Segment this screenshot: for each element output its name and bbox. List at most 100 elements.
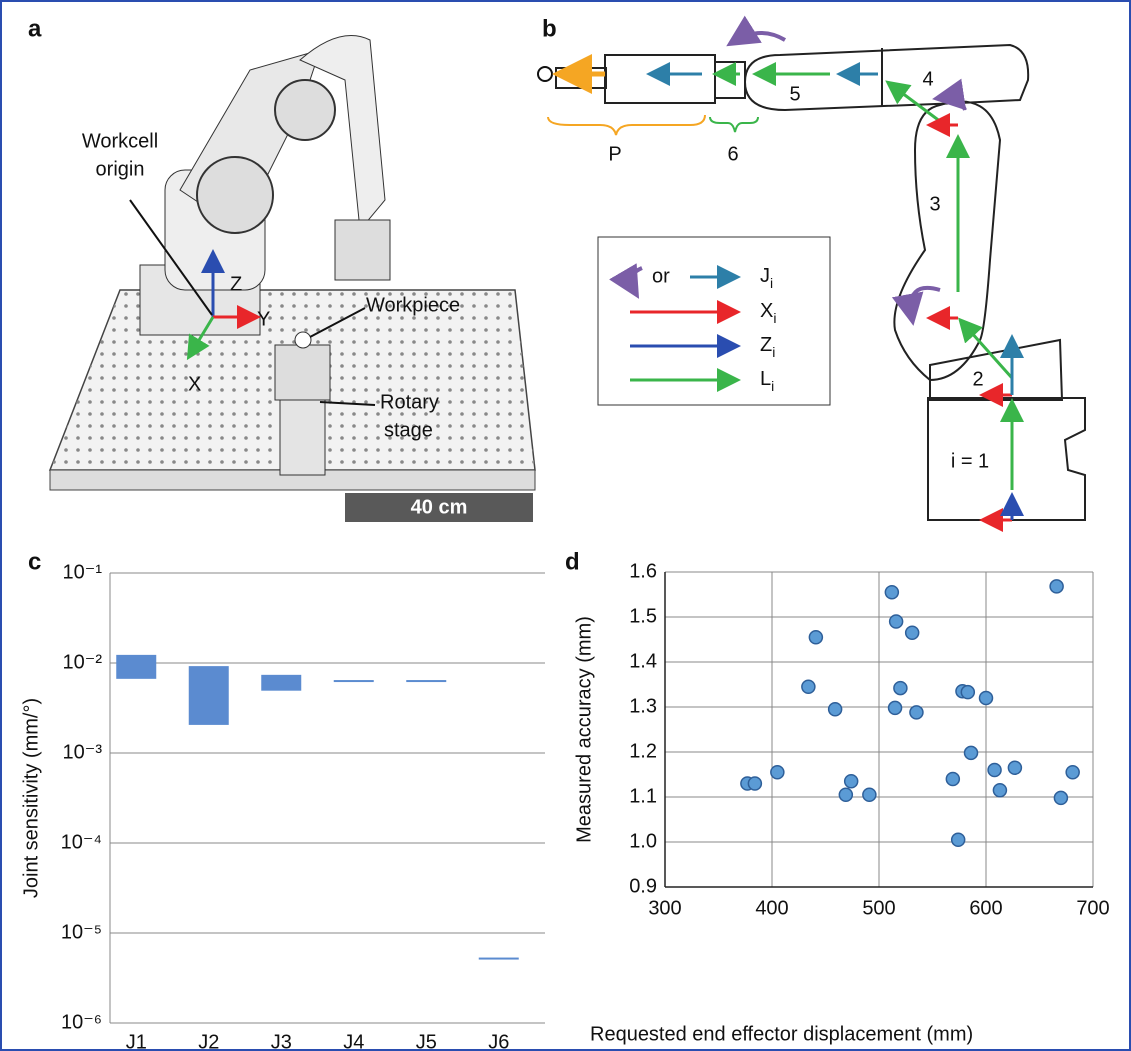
y-tick-label: 1.0 [629, 830, 657, 852]
outline [556, 68, 606, 88]
bar [334, 680, 374, 682]
point [748, 777, 761, 790]
bar [406, 680, 446, 682]
panel-label: c [28, 548, 41, 575]
figure: a Workcell origin Z Y X Workpiece Rotary… [0, 0, 1131, 1051]
stage-post [280, 400, 325, 475]
point [890, 615, 903, 628]
panel-label: d [565, 548, 580, 575]
workpiece [295, 332, 311, 348]
x-tick-label: 300 [648, 897, 681, 919]
panel-b: b P 6 5 4 3 2 i = 1 [538, 15, 1085, 520]
panel-label: a [28, 15, 42, 42]
x-tick-label: 600 [969, 897, 1002, 919]
point [952, 833, 965, 846]
outline [605, 55, 715, 103]
robot-wrist [335, 220, 390, 280]
point [988, 764, 1001, 777]
bracket [710, 117, 758, 132]
point [839, 788, 852, 801]
stage [275, 345, 330, 400]
link-label: 4 [922, 68, 933, 90]
outline [745, 45, 1028, 110]
point [1066, 766, 1079, 779]
legend-symbol-text: J [760, 265, 770, 287]
y-tick-label: 1.2 [629, 740, 657, 762]
panel-label: b [542, 15, 557, 42]
point [980, 692, 993, 705]
y-tick-label: 10⁻⁶ [61, 1011, 102, 1033]
x-tick-label: J4 [343, 1031, 364, 1051]
legend-sub: i [773, 310, 776, 326]
point [885, 586, 898, 599]
point [993, 784, 1006, 797]
point [863, 788, 876, 801]
link-label: i = 1 [951, 450, 989, 472]
outline [894, 102, 1000, 380]
point [771, 766, 784, 779]
point [910, 706, 923, 719]
x-tick-label: J3 [271, 1031, 292, 1051]
legend-sub: i [771, 378, 774, 394]
robot-joint [275, 80, 335, 140]
rotation-arrow [911, 288, 940, 318]
point [961, 686, 974, 699]
y-tick-label: 1.6 [629, 560, 657, 582]
legend-symbol-text: X [760, 300, 773, 322]
y-tick-label: 10⁻¹ [63, 561, 103, 583]
link-label: 2 [972, 368, 983, 390]
rotation-arrow [733, 33, 785, 42]
legend-symbol-text: L [760, 368, 771, 390]
x-tick-label: J6 [488, 1031, 509, 1051]
y-axis-title: Joint sensitivity (mm/°) [20, 698, 42, 898]
x-tick-label: J2 [198, 1031, 219, 1051]
point [965, 746, 978, 759]
point [1050, 580, 1063, 593]
legend-symbol-text: Z [760, 334, 772, 356]
point [1054, 791, 1067, 804]
x-axis-title: Requested end effector displacement (mm) [590, 1023, 973, 1045]
point [889, 701, 902, 714]
scale-label: 40 cm [411, 496, 468, 518]
y-tick-label: 1.5 [629, 605, 657, 627]
link-label: P [608, 143, 621, 165]
bar [261, 675, 301, 691]
y-tick-label: 10⁻⁴ [61, 831, 102, 853]
label: Workcell [82, 130, 158, 152]
label: stage [384, 419, 433, 441]
outline [715, 62, 745, 98]
panel-a: a Workcell origin Z Y X Workpiece Rotary… [28, 15, 535, 522]
bar [116, 655, 156, 679]
y-tick-label: 1.1 [629, 785, 657, 807]
point [829, 703, 842, 716]
y-tick-label: 1.3 [629, 695, 657, 717]
label: Workpiece [366, 294, 460, 316]
legend-sub: i [772, 344, 775, 360]
point [946, 773, 959, 786]
point [906, 626, 919, 639]
x-tick-label: 400 [755, 897, 788, 919]
label: Rotary [380, 391, 439, 413]
point [802, 680, 815, 693]
y-tick-label: 1.4 [629, 650, 657, 672]
point [894, 682, 907, 695]
y-axis-title: Measured accuracy (mm) [573, 616, 595, 843]
bar [479, 958, 519, 960]
y-tick-label: 0.9 [629, 875, 657, 897]
x-tick-label: 700 [1076, 897, 1109, 919]
x-tick-label: 500 [862, 897, 895, 919]
point [1008, 761, 1021, 774]
y-tick-label: 10⁻² [63, 651, 103, 673]
y-tick-label: 10⁻⁵ [61, 921, 102, 943]
outline [930, 340, 1062, 400]
axis-label: Z [230, 273, 242, 295]
bar [189, 666, 229, 725]
robot-joint [197, 157, 273, 233]
link-label: 5 [789, 83, 800, 105]
label: origin [96, 158, 145, 180]
tcp-symbol [538, 67, 552, 81]
x-tick-label: J5 [416, 1031, 437, 1051]
axis-label: X [188, 373, 201, 395]
axis-label: Y [257, 308, 270, 330]
point [845, 775, 858, 788]
